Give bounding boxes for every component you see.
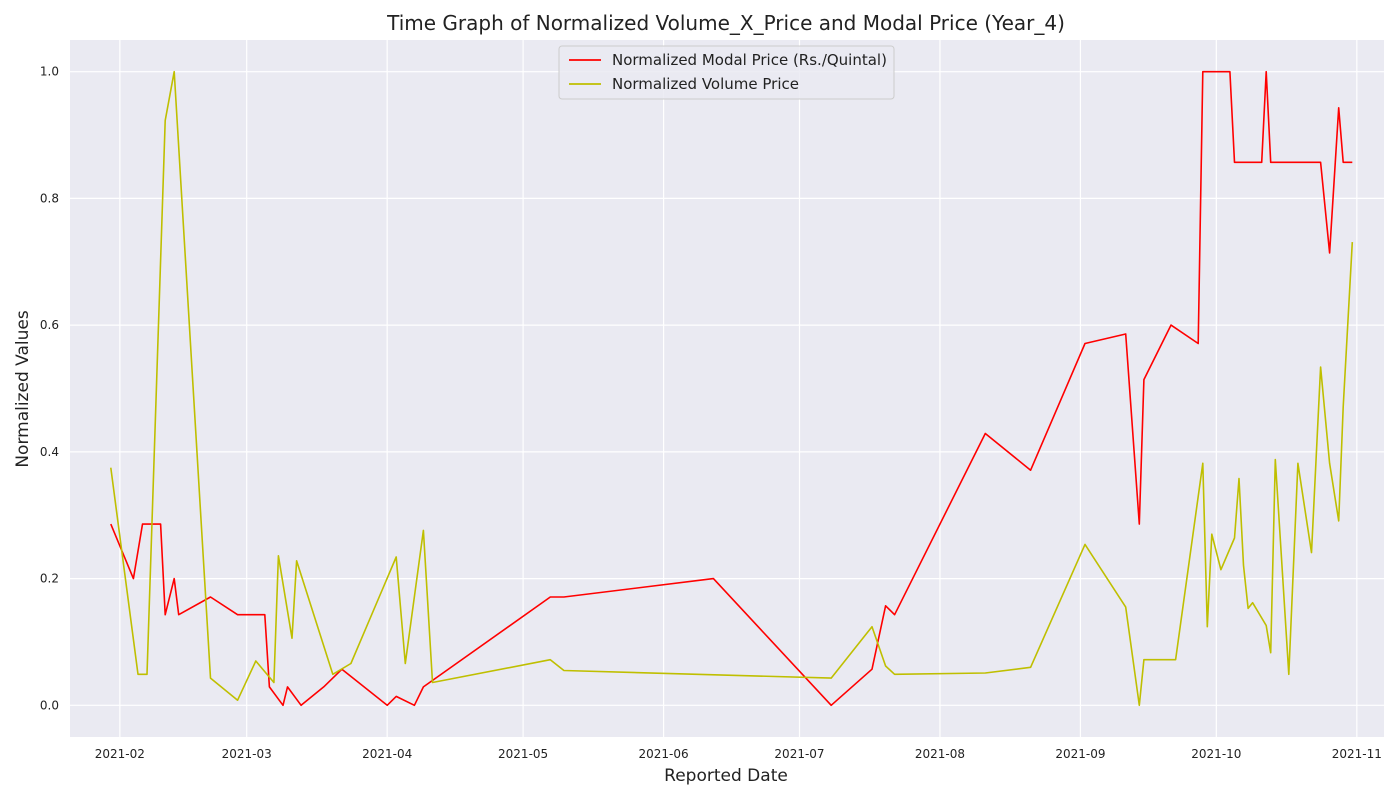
x-tick-label: 2021-06 bbox=[638, 747, 688, 761]
series-layer bbox=[110, 70, 1354, 707]
series-line-1 bbox=[110, 70, 1354, 707]
x-tick-label: 2021-05 bbox=[498, 747, 548, 761]
y-tick-label: 1.0 bbox=[40, 65, 59, 79]
x-tick-label: 2021-03 bbox=[222, 747, 272, 761]
y-tick-label: 0.2 bbox=[40, 572, 59, 586]
y-tick-label: 0.0 bbox=[40, 698, 59, 712]
chart-title: Time Graph of Normalized Volume_X_Price … bbox=[386, 11, 1065, 35]
x-tick-label: 2021-10 bbox=[1191, 747, 1241, 761]
x-axis-label: Reported Date bbox=[664, 766, 788, 786]
gridlines bbox=[70, 40, 1384, 737]
y-axis: 0.0 0.2 0.4 0.6 0.8 1.0 bbox=[40, 65, 59, 713]
x-tick-label: 2021-07 bbox=[774, 747, 824, 761]
legend-label: Normalized Volume Price bbox=[612, 75, 799, 93]
series-line-0 bbox=[110, 70, 1353, 707]
legend-box bbox=[558, 45, 895, 100]
y-tick-label: 0.8 bbox=[40, 191, 59, 205]
x-tick-label: 2021-02 bbox=[95, 747, 145, 761]
x-tick-label: 2021-04 bbox=[362, 747, 412, 761]
x-tick-label: 2021-11 bbox=[1332, 747, 1382, 761]
legend-label: Normalized Modal Price (Rs./Quintal) bbox=[612, 51, 887, 69]
y-tick-label: 0.6 bbox=[40, 318, 59, 332]
legend: Normalized Modal Price (Rs./Quintal) Norm… bbox=[558, 45, 895, 100]
plot-area bbox=[70, 40, 1384, 737]
y-axis-label: Normalized Values bbox=[13, 310, 33, 467]
x-tick-label: 2021-08 bbox=[915, 747, 965, 761]
x-tick-label: 2021-09 bbox=[1055, 747, 1105, 761]
y-tick-label: 0.4 bbox=[40, 445, 59, 459]
x-axis: 2021-02 2021-03 2021-04 2021-05 2021-06 2021-… bbox=[95, 747, 1382, 761]
